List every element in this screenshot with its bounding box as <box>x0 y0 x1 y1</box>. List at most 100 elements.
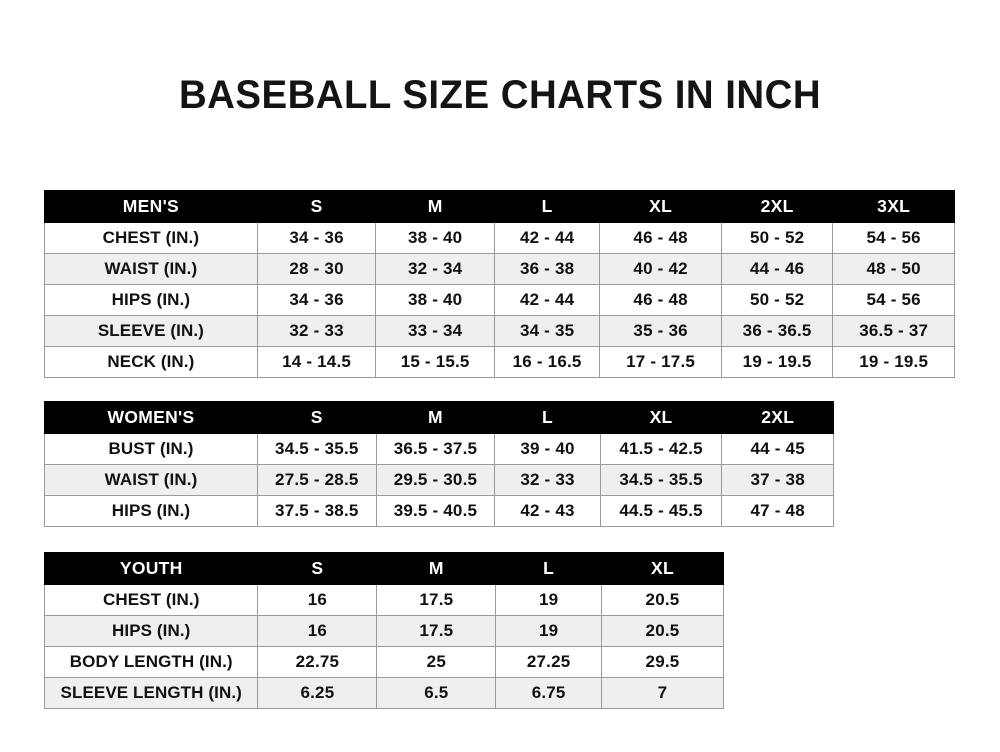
header-row: YOUTH S M L XL <box>43 552 724 585</box>
row-label: CHEST (IN.) <box>44 222 258 254</box>
row-value: 42 - 44 <box>493 222 601 254</box>
row-label: HIPS (IN.) <box>44 284 258 316</box>
row-label: CHEST (IN.) <box>43 584 259 616</box>
row-value: 54 - 56 <box>832 284 955 316</box>
row-value: 15 - 15.5 <box>375 346 495 378</box>
womens-table-header: WOMEN'S S M L XL 2XL <box>44 401 834 434</box>
row-value: 19 <box>495 615 602 647</box>
youth-header-size-xl: XL <box>601 552 724 585</box>
row-value: 35 - 36 <box>599 315 722 347</box>
page-title: BASEBALL SIZE CHARTS IN INCH <box>178 73 822 117</box>
row-label: SLEEVE (IN.) <box>44 315 258 347</box>
row-value: 32 - 33 <box>494 464 601 496</box>
row-value: 34 - 36 <box>256 222 377 254</box>
row-value: 46 - 48 <box>599 284 722 316</box>
row-value: 6.75 <box>495 677 602 709</box>
row-value: 36.5 - 37.5 <box>375 433 496 465</box>
youth-table-body: CHEST (IN.) 16 17.5 19 20.5 HIPS (IN.) 1… <box>43 584 724 709</box>
row-value: 36 - 36.5 <box>720 315 834 347</box>
row-value: 41.5 - 42.5 <box>599 433 723 465</box>
row-value: 34.5 - 35.5 <box>599 464 723 496</box>
mens-header-size-3xl: 3XL <box>832 190 955 223</box>
table-row: SLEEVE LENGTH (IN.) 6.25 6.5 6.75 7 <box>43 677 724 709</box>
mens-header-size-xl: XL <box>599 190 722 223</box>
table-row: CHEST (IN.) 16 17.5 19 20.5 <box>43 584 724 616</box>
table-row: WAIST (IN.) 27.5 - 28.5 29.5 - 30.5 32 -… <box>44 464 834 496</box>
table-row: BUST (IN.) 34.5 - 35.5 36.5 - 37.5 39 - … <box>44 433 834 465</box>
row-label: SLEEVE LENGTH (IN.) <box>43 677 259 709</box>
row-value: 38 - 40 <box>375 222 495 254</box>
row-value: 42 - 44 <box>493 284 601 316</box>
row-value: 19 - 19.5 <box>832 346 955 378</box>
header-row: MEN'S S M L XL 2XL 3XL <box>44 190 955 223</box>
row-value: 16 <box>257 584 378 616</box>
row-value: 50 - 52 <box>720 284 834 316</box>
header-row: WOMEN'S S M L XL 2XL <box>44 401 834 434</box>
row-label: WAIST (IN.) <box>44 253 258 285</box>
row-value: 7 <box>601 677 724 709</box>
row-value: 33 - 34 <box>375 315 495 347</box>
row-value: 28 - 30 <box>256 253 377 285</box>
row-value: 36.5 - 37 <box>832 315 955 347</box>
mens-size-table: MEN'S S M L XL 2XL 3XL CHEST (IN.) 34 - … <box>44 190 955 378</box>
womens-table-body: BUST (IN.) 34.5 - 35.5 36.5 - 37.5 39 - … <box>44 433 834 527</box>
youth-header-size-m: M <box>376 552 497 585</box>
row-value: 39 - 40 <box>494 433 601 465</box>
row-value: 19 <box>495 584 602 616</box>
mens-header-label: MEN'S <box>44 190 258 223</box>
table-row: NECK (IN.) 14 - 14.5 15 - 15.5 16 - 16.5… <box>44 346 955 378</box>
womens-header-size-m: M <box>375 401 496 434</box>
row-value: 29.5 <box>601 646 724 678</box>
row-value: 19 - 19.5 <box>720 346 834 378</box>
row-value: 40 - 42 <box>599 253 722 285</box>
youth-size-table: YOUTH S M L XL CHEST (IN.) 16 17.5 19 20… <box>43 552 724 709</box>
row-value: 20.5 <box>601 584 724 616</box>
row-value: 34.5 - 35.5 <box>256 433 377 465</box>
table-row: HIPS (IN.) 34 - 36 38 - 40 42 - 44 46 - … <box>44 284 955 316</box>
mens-header-size-s: S <box>256 190 377 223</box>
mens-header-size-m: M <box>375 190 495 223</box>
row-label: BODY LENGTH (IN.) <box>43 646 259 678</box>
row-value: 17.5 <box>376 615 497 647</box>
youth-header-size-l: L <box>495 552 602 585</box>
youth-table-header: YOUTH S M L XL <box>43 552 724 585</box>
row-value: 27.25 <box>495 646 602 678</box>
row-value: 47 - 48 <box>721 495 834 527</box>
row-value: 14 - 14.5 <box>256 346 377 378</box>
row-value: 46 - 48 <box>599 222 722 254</box>
row-value: 44 - 45 <box>721 433 834 465</box>
womens-header-size-l: L <box>494 401 601 434</box>
mens-header-size-2xl: 2XL <box>720 190 834 223</box>
table-row: SLEEVE (IN.) 32 - 33 33 - 34 34 - 35 35 … <box>44 315 955 347</box>
table-row: BODY LENGTH (IN.) 22.75 25 27.25 29.5 <box>43 646 724 678</box>
row-label: WAIST (IN.) <box>44 464 258 496</box>
row-value: 17.5 <box>376 584 497 616</box>
row-value: 32 - 33 <box>256 315 377 347</box>
row-value: 6.25 <box>257 677 378 709</box>
mens-table-body: CHEST (IN.) 34 - 36 38 - 40 42 - 44 46 -… <box>44 222 955 378</box>
row-value: 16 <box>257 615 378 647</box>
youth-header-label: YOUTH <box>43 552 259 585</box>
row-value: 37.5 - 38.5 <box>256 495 377 527</box>
row-value: 17 - 17.5 <box>599 346 722 378</box>
womens-header-size-s: S <box>256 401 377 434</box>
row-label: HIPS (IN.) <box>44 495 258 527</box>
row-value: 39.5 - 40.5 <box>375 495 496 527</box>
womens-size-table: WOMEN'S S M L XL 2XL BUST (IN.) 34.5 - 3… <box>44 401 834 527</box>
row-value: 36 - 38 <box>493 253 601 285</box>
mens-table-header: MEN'S S M L XL 2XL 3XL <box>44 190 955 223</box>
row-value: 44.5 - 45.5 <box>599 495 723 527</box>
row-value: 32 - 34 <box>375 253 495 285</box>
row-value: 42 - 43 <box>494 495 601 527</box>
table-row: HIPS (IN.) 37.5 - 38.5 39.5 - 40.5 42 - … <box>44 495 834 527</box>
row-value: 25 <box>376 646 497 678</box>
row-value: 34 - 36 <box>256 284 377 316</box>
row-value: 27.5 - 28.5 <box>256 464 377 496</box>
row-value: 44 - 46 <box>720 253 834 285</box>
row-value: 48 - 50 <box>832 253 955 285</box>
mens-header-size-l: L <box>493 190 601 223</box>
youth-header-size-s: S <box>257 552 378 585</box>
row-value: 22.75 <box>257 646 378 678</box>
womens-header-size-2xl: 2XL <box>721 401 834 434</box>
